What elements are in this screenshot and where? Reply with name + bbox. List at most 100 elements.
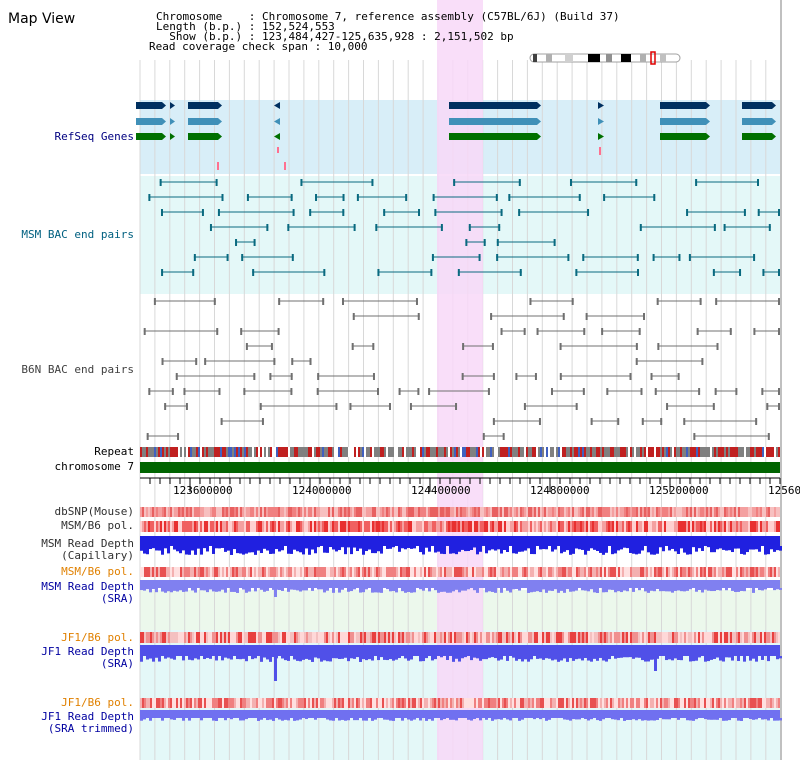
read-depth-bar <box>518 588 521 591</box>
heat-cell <box>208 507 210 517</box>
heat-cell <box>744 521 746 532</box>
read-depth-bar <box>476 588 479 593</box>
heat-cell <box>672 567 674 577</box>
read-depth-bar <box>551 588 554 591</box>
read-depth-spike <box>274 645 277 681</box>
track-label-jf1-depth-trimmed[interactable]: JF1 Read Depth <box>41 710 134 723</box>
heat-cell <box>710 567 712 577</box>
heat-cell <box>628 632 630 643</box>
heat-cell <box>668 698 670 708</box>
heat-cell <box>300 567 302 577</box>
read-depth-bar <box>575 718 578 720</box>
track-label-chromosome[interactable]: chromosome 7 <box>54 460 134 473</box>
read-depth-bar <box>329 546 332 548</box>
heat-cell <box>572 698 574 708</box>
heat-cell <box>298 507 300 517</box>
heat-cell <box>284 521 286 532</box>
track-label-b6n-bac[interactable]: B6N BAC end pairs <box>21 363 134 376</box>
heat-cell <box>292 632 294 643</box>
read-depth-bar <box>752 718 755 720</box>
repeat-feature <box>608 447 610 457</box>
track-label-refseq[interactable]: RefSeq Genes <box>54 130 134 143</box>
track-label-jf1-pol-2[interactable]: JF1/B6 pol. <box>61 696 134 709</box>
heat-cell <box>276 567 278 577</box>
bac-end-mark <box>335 403 338 410</box>
read-depth-bar <box>584 656 587 658</box>
repeat-feature <box>720 447 722 457</box>
track-label-msm-depth-capillary[interactable]: MSM Read Depth <box>41 537 134 550</box>
track-label-repeat[interactable]: Repeat <box>94 445 134 458</box>
heat-cell <box>392 507 394 517</box>
heat-cell <box>722 507 724 517</box>
read-depth-bar <box>647 718 650 721</box>
repeat-feature <box>472 447 474 457</box>
heat-cell <box>506 507 508 517</box>
read-depth-bar <box>599 656 602 658</box>
gene-strand-arrow <box>706 102 710 109</box>
heat-cell <box>654 507 656 517</box>
heat-cell <box>576 507 578 517</box>
repeat-feature <box>438 447 440 457</box>
heat-cell <box>434 521 436 532</box>
read-depth-bar <box>683 588 686 592</box>
track-label-dbsnp[interactable]: dbSNP(Mouse) <box>54 505 134 518</box>
heat-cell <box>198 507 200 517</box>
read-depth-bar <box>722 656 725 662</box>
repeat-feature <box>676 447 678 457</box>
bac-end-mark <box>483 239 486 246</box>
read-depth-bar <box>443 718 446 720</box>
track-label-jf1-depth-sra[interactable]: JF1 Read Depth <box>41 645 134 658</box>
read-depth-bar <box>329 718 332 721</box>
read-depth-bar <box>254 588 257 592</box>
read-depth-bar <box>362 588 365 593</box>
read-depth-bar <box>419 588 422 590</box>
repeat-feature <box>544 447 546 457</box>
track-label-jf1-pol-1[interactable]: JF1/B6 pol. <box>61 631 134 644</box>
heat-cell <box>672 632 674 643</box>
read-depth-bar <box>173 656 176 660</box>
heat-cell <box>342 507 344 517</box>
read-depth-bar <box>524 656 527 660</box>
track-label-msm-depth-sra[interactable]: MSM Read Depth <box>41 580 134 593</box>
heat-cell <box>626 698 628 708</box>
read-depth-bar <box>674 656 677 659</box>
heat-cell <box>580 507 582 517</box>
heat-cell <box>166 521 168 532</box>
read-depth-bar <box>686 718 689 721</box>
track-label-msm-bac[interactable]: MSM BAC end pairs <box>21 228 134 241</box>
heat-cell <box>146 698 148 708</box>
bac-end-mark <box>523 403 526 410</box>
read-depth-bar <box>143 588 146 591</box>
heat-cell <box>514 507 516 517</box>
heat-cell <box>662 521 664 532</box>
heat-cell <box>444 567 446 577</box>
heat-cell <box>496 698 498 708</box>
repeat-feature <box>414 447 416 457</box>
heat-cell <box>360 567 362 577</box>
heat-cell <box>416 507 418 517</box>
track-label-msm-pol-2[interactable]: MSM/B6 pol. <box>61 565 134 578</box>
bac-end-mark <box>159 179 162 186</box>
heat-cell <box>344 567 346 577</box>
read-depth-bar <box>350 546 353 555</box>
repeat-feature <box>196 447 198 457</box>
heat-cell <box>542 632 544 643</box>
repeat-feature <box>236 447 238 457</box>
heat-cell <box>268 698 270 708</box>
heat-cell <box>548 567 550 577</box>
heat-cell <box>714 507 716 517</box>
read-depth-bar <box>392 656 395 661</box>
heat-cell <box>406 521 408 532</box>
heat-cell <box>460 698 462 708</box>
track-label-msm-pol-1[interactable]: MSM/B6 pol. <box>61 519 134 532</box>
heat-cell <box>378 521 380 532</box>
heat-cell <box>220 632 222 643</box>
heat-cell <box>582 507 584 517</box>
heat-cell <box>172 521 174 532</box>
read-depth-bar <box>332 718 335 721</box>
bac-end-mark <box>342 209 345 216</box>
heat-cell <box>384 507 386 517</box>
read-depth-bar <box>182 588 185 592</box>
gene-strand-arrow <box>772 133 776 140</box>
